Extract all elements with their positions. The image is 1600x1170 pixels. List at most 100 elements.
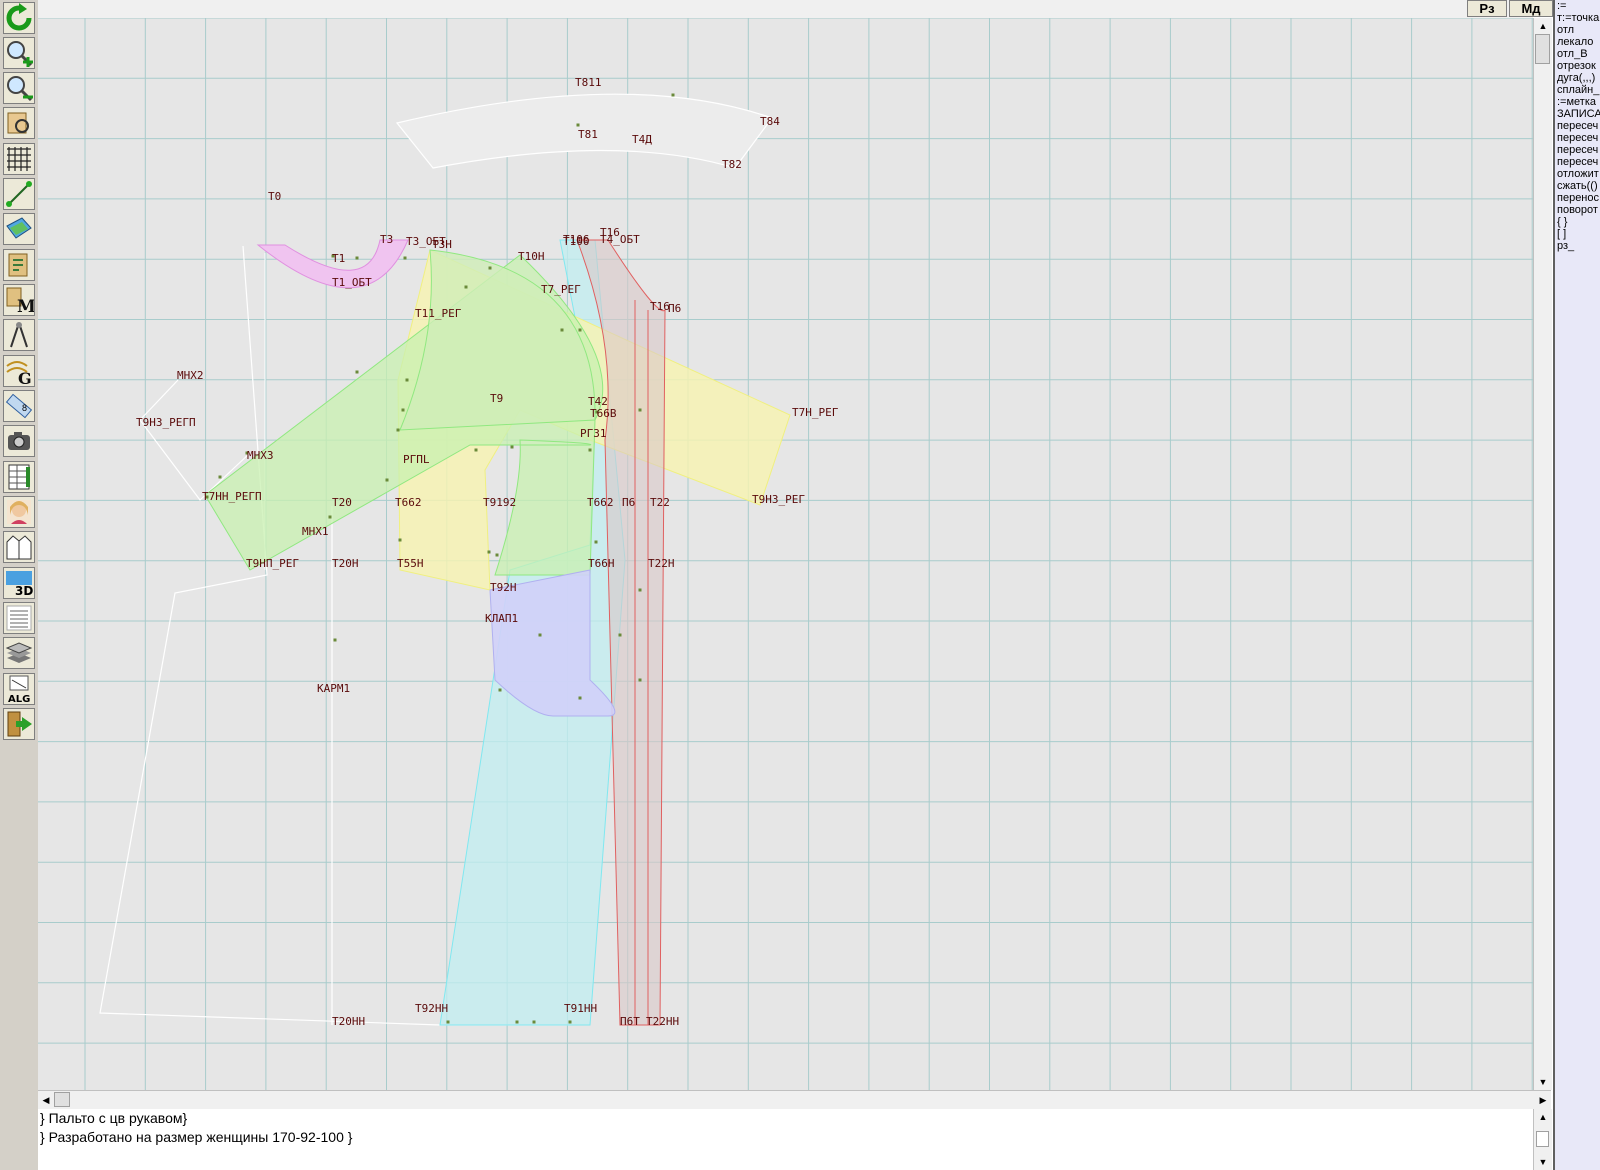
pattern-point [218,475,222,479]
command-item[interactable]: рз_ [1557,240,1575,252]
pattern-point [671,93,675,97]
grid-icon [7,147,31,171]
command-item[interactable]: отл [1557,24,1575,36]
svg-text:M: M [17,297,34,315]
command-item[interactable]: пересеч [1557,156,1599,168]
command-item[interactable]: { } [1557,216,1568,228]
zoom-out-tool-button[interactable] [3,72,35,104]
point-label: Т22НН [646,1015,679,1028]
command-item[interactable]: := [1557,0,1567,12]
top-strip [38,0,1533,18]
command-item[interactable]: :=метка [1557,96,1597,108]
measure-m-icon: M [6,287,34,315]
measure-m-tool-button[interactable]: M [3,284,35,316]
point-label: Т3_ОБТ [406,235,446,248]
portrait-tool-button[interactable] [3,496,35,528]
pattern-view-tool-button[interactable] [3,107,35,139]
sleeve-outline [139,379,251,501]
pattern-point [333,638,337,642]
point-label: Т100 [563,235,590,248]
point-label: Т20НН [332,1015,365,1028]
layers-tool-button[interactable] [3,637,35,669]
command-item[interactable]: пересеч [1557,132,1599,144]
command-item[interactable]: сжать(() [1557,180,1598,192]
pattern-point [638,588,642,592]
point-label: Т92Н [490,581,517,594]
rz-button[interactable]: Рз [1467,0,1507,17]
facing-strip [576,239,666,1026]
pattern-point [328,515,332,519]
text-scrollbar[interactable]: ▲ ▼ [1533,1109,1552,1170]
camera-tool-button[interactable] [3,425,35,457]
md-button[interactable]: Мд [1509,0,1553,17]
zoom-out-icon [7,76,33,102]
scroll-up-arrow-icon[interactable]: ▲ [1538,21,1548,31]
command-item[interactable]: [ ] [1557,228,1567,240]
zoom-in-tool-button[interactable] [3,37,35,69]
refresh-tool-button[interactable] [3,2,35,34]
document-tool-button[interactable] [3,602,35,634]
svg-text:G: G [18,369,32,386]
point-label: Т7_РЕГ [541,283,581,296]
line-tool-icon [6,181,32,207]
ruler-icon: 8 [5,393,33,419]
exit-tool-button[interactable] [3,708,35,740]
point-label: Т66В [590,407,617,420]
pattern-point [515,1020,519,1024]
3d-view-tool-button[interactable]: 3D [3,567,35,599]
left-toolbar: M G 8 3D ALG [0,0,39,1170]
grid-tool-button[interactable] [3,143,35,175]
vertical-scroll-thumb[interactable] [1535,34,1550,64]
jacket-tool-button[interactable] [3,531,35,563]
vertical-scrollbar[interactable]: ▲ ▼ [1533,18,1552,1090]
zoom-in-icon [7,41,33,67]
point-label: КЛАП1 [485,612,518,625]
compass-icon [10,322,28,348]
horizontal-scroll-thumb[interactable] [54,1092,70,1107]
map-layer-tool-button[interactable] [3,213,35,245]
command-item[interactable]: сплайн_ [1557,84,1600,96]
green-sleeve-cap [399,249,596,431]
scroll-down-arrow-icon[interactable]: ▼ [1538,1077,1548,1087]
svg-text:3D: 3D [15,584,33,598]
command-item[interactable]: лекало [1557,36,1594,48]
command-item[interactable]: отложит [1557,168,1599,180]
command-item[interactable]: дуга(,,,) [1557,72,1596,84]
pattern-point [474,448,478,452]
command-item[interactable]: перенос [1557,192,1600,204]
pattern-point [331,254,335,258]
point-label: Т82 [722,158,742,171]
command-item[interactable]: т:=точка [1557,12,1600,24]
pattern-point [385,478,389,482]
algorithm-alg-tool-button[interactable]: ALG [3,673,35,705]
compass-tool-button[interactable] [3,319,35,351]
command-item[interactable]: отрезок [1557,60,1596,72]
table-tool-button[interactable] [3,461,35,493]
horizontal-scrollbar[interactable]: ◀ ▶ [38,1090,1551,1109]
point-label: Т9192 [483,496,516,509]
command-item[interactable]: пересеч [1557,144,1599,156]
point-label: РГПL [403,453,430,466]
point-label: Т10Н [518,250,545,263]
drawing-canvas[interactable]: Т811 Т84 Т81 Т4Д Т82 Т0 Т3 Т3_ОБТ Т3Н Т100 Т106 Т16… [38,18,1533,1090]
command-item[interactable]: поворот [1557,204,1598,216]
command-item[interactable]: пересеч [1557,120,1599,132]
pattern-point [588,448,592,452]
line-tool-tool-button[interactable] [3,178,35,210]
text-scroll-up-arrow-icon[interactable]: ▲ [1538,1112,1548,1122]
point-label: Т22Н [648,557,675,570]
pattern-point [538,633,542,637]
text-scroll-thumb[interactable] [1536,1131,1549,1147]
scroll-left-arrow-icon[interactable]: ◀ [42,1095,50,1105]
ruler-tool-button[interactable]: 8 [3,390,35,422]
scroll-right-arrow-icon[interactable]: ▶ [1539,1095,1547,1105]
pattern-point [405,378,409,382]
command-item[interactable]: ЗАПИСА [1557,108,1600,120]
point-label: Т11_РЕГ [415,307,462,320]
pattern-edit-tool-button[interactable] [3,249,35,281]
description-text-panel[interactable]: } Пальто с цв рукавом} } Разработано на … [38,1109,1533,1170]
text-scroll-down-arrow-icon[interactable]: ▼ [1538,1157,1548,1167]
command-item[interactable]: отл_В [1557,48,1588,60]
grading-g-tool-button[interactable]: G [3,355,35,387]
